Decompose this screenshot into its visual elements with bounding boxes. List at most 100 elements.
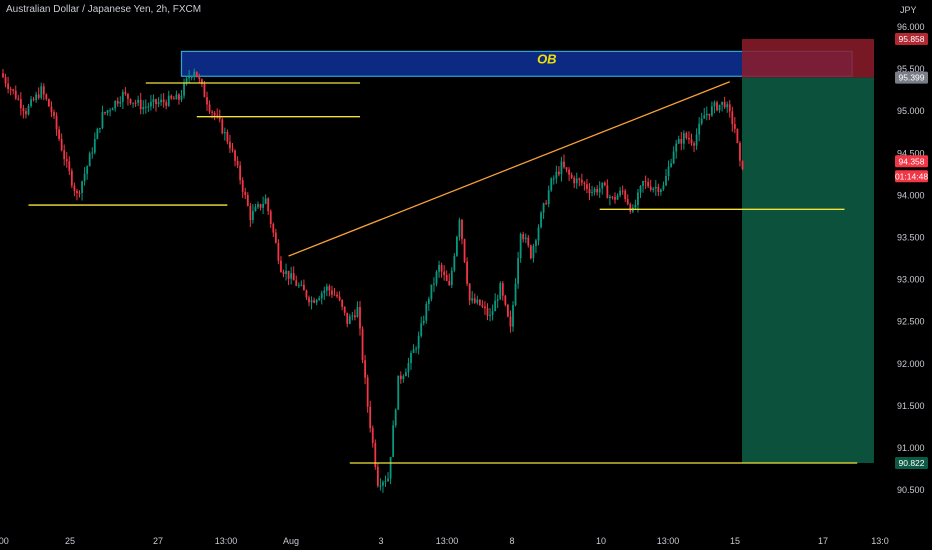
candle-body (229, 141, 231, 149)
candle-body (672, 151, 675, 164)
candle-body (42, 86, 45, 95)
time-tick-label: 17 (818, 536, 828, 546)
candle-body (504, 295, 507, 305)
candle-body (573, 177, 576, 184)
candle-body (721, 101, 723, 105)
candle-body (300, 284, 303, 286)
candle-body (471, 298, 474, 301)
candle-body (621, 190, 624, 192)
candle-body (616, 195, 619, 200)
candle-body (223, 132, 226, 134)
candle-body (509, 316, 512, 327)
candle-body (183, 83, 185, 96)
price-tag-label: 94.358 (899, 156, 925, 166)
candle-body (241, 180, 244, 192)
candle-body (78, 193, 81, 195)
candle-body (642, 181, 644, 186)
candle-body (682, 133, 685, 144)
candle-body (575, 178, 578, 184)
candle-body (249, 205, 252, 221)
candle-body (417, 335, 420, 349)
candle-body (448, 280, 451, 286)
candle-body (422, 320, 425, 324)
candle-body (718, 104, 721, 111)
candle-body (267, 198, 270, 212)
price-tick-label: 95.000 (897, 106, 925, 116)
candle-body (331, 290, 333, 295)
candle-body (73, 185, 76, 191)
candle-body (152, 99, 155, 102)
time-tick-label: 3 (378, 536, 383, 546)
candle-body (412, 349, 415, 353)
price-tick-label: 92.000 (897, 359, 925, 369)
candle-body (257, 204, 259, 208)
candle-body (195, 71, 198, 78)
candle-body (231, 148, 234, 151)
candle-body (295, 280, 298, 286)
candle-body (121, 91, 124, 102)
candle-body (552, 178, 555, 180)
candle-body (647, 182, 650, 187)
candle-body (93, 139, 96, 153)
candle-body (387, 478, 389, 482)
candle-body (274, 232, 277, 243)
candle-body (425, 303, 428, 321)
candle-body (338, 296, 341, 300)
candle-body (440, 264, 443, 272)
candle-body (104, 112, 106, 114)
candle-body (206, 97, 208, 105)
candle-body (361, 328, 364, 361)
candle-body (180, 95, 183, 100)
candle-body (198, 77, 201, 80)
candle-body (60, 139, 63, 151)
candle-body (733, 124, 736, 129)
candle-body (264, 198, 267, 204)
price-tick-label: 91.500 (897, 401, 925, 411)
candle-body (407, 363, 410, 373)
candle-body (695, 134, 698, 146)
candle-body (343, 306, 346, 313)
candle-body (731, 111, 734, 125)
candle-body (4, 77, 7, 84)
candle-body (272, 223, 275, 233)
candle-body (593, 188, 596, 193)
candle-body (711, 106, 713, 116)
candle-body (603, 182, 606, 186)
candle-body (76, 190, 78, 194)
price-tag-label: 95.399 (899, 73, 925, 83)
price-tag-last (895, 155, 928, 168)
candle-body (2, 73, 4, 78)
candle-body (583, 182, 586, 185)
candle-body (65, 159, 68, 162)
candle-body (532, 245, 535, 259)
candle-body (693, 143, 695, 146)
candle-body (99, 128, 101, 130)
price-tag-target (895, 456, 928, 469)
candle-body (53, 112, 55, 116)
candle-body (547, 190, 550, 204)
candle-body (162, 99, 165, 103)
candle-body (292, 273, 295, 281)
candle-body (19, 99, 22, 109)
candle-body (81, 181, 83, 194)
take-profit-zone (742, 77, 874, 463)
candle-body (591, 192, 593, 194)
candle-body (262, 203, 264, 208)
candle-body (739, 143, 741, 161)
candle-body (336, 294, 338, 297)
price-tick-label: 94.000 (897, 190, 925, 200)
candle-body (142, 107, 145, 110)
candle-body (101, 112, 104, 129)
candle-body (68, 161, 71, 171)
candle-body (392, 425, 395, 457)
candle-body (172, 98, 175, 100)
candle-body (221, 119, 224, 134)
candle-body (433, 283, 435, 285)
price-tick-label: 94.500 (897, 148, 925, 158)
candle-body (476, 299, 479, 303)
candle-body (310, 300, 313, 303)
candle-body (193, 71, 196, 77)
candle-body (514, 283, 517, 306)
candle-body (461, 219, 463, 240)
